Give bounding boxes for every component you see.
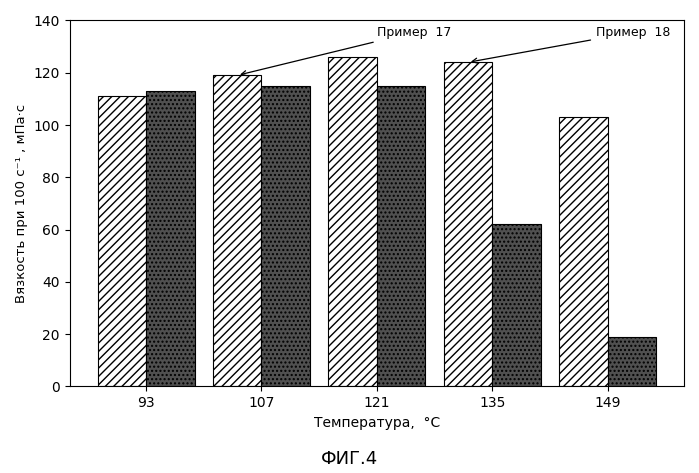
- Bar: [607, 337, 656, 386]
- Bar: [213, 75, 261, 386]
- Bar: [329, 57, 377, 386]
- Bar: [444, 62, 492, 386]
- Bar: [98, 96, 146, 386]
- Text: ФИГ.4: ФИГ.4: [321, 450, 378, 468]
- Bar: [261, 86, 310, 386]
- Y-axis label: Вязкость при 100 с⁻¹ , мПа·с: Вязкость при 100 с⁻¹ , мПа·с: [15, 104, 28, 303]
- X-axis label: Температура,  °С: Температура, °С: [314, 416, 440, 429]
- Bar: [492, 224, 541, 386]
- Bar: [146, 91, 194, 386]
- Text: Пример  17: Пример 17: [241, 26, 451, 76]
- Bar: [377, 86, 425, 386]
- Bar: [559, 117, 607, 386]
- Text: Пример  18: Пример 18: [472, 26, 670, 63]
